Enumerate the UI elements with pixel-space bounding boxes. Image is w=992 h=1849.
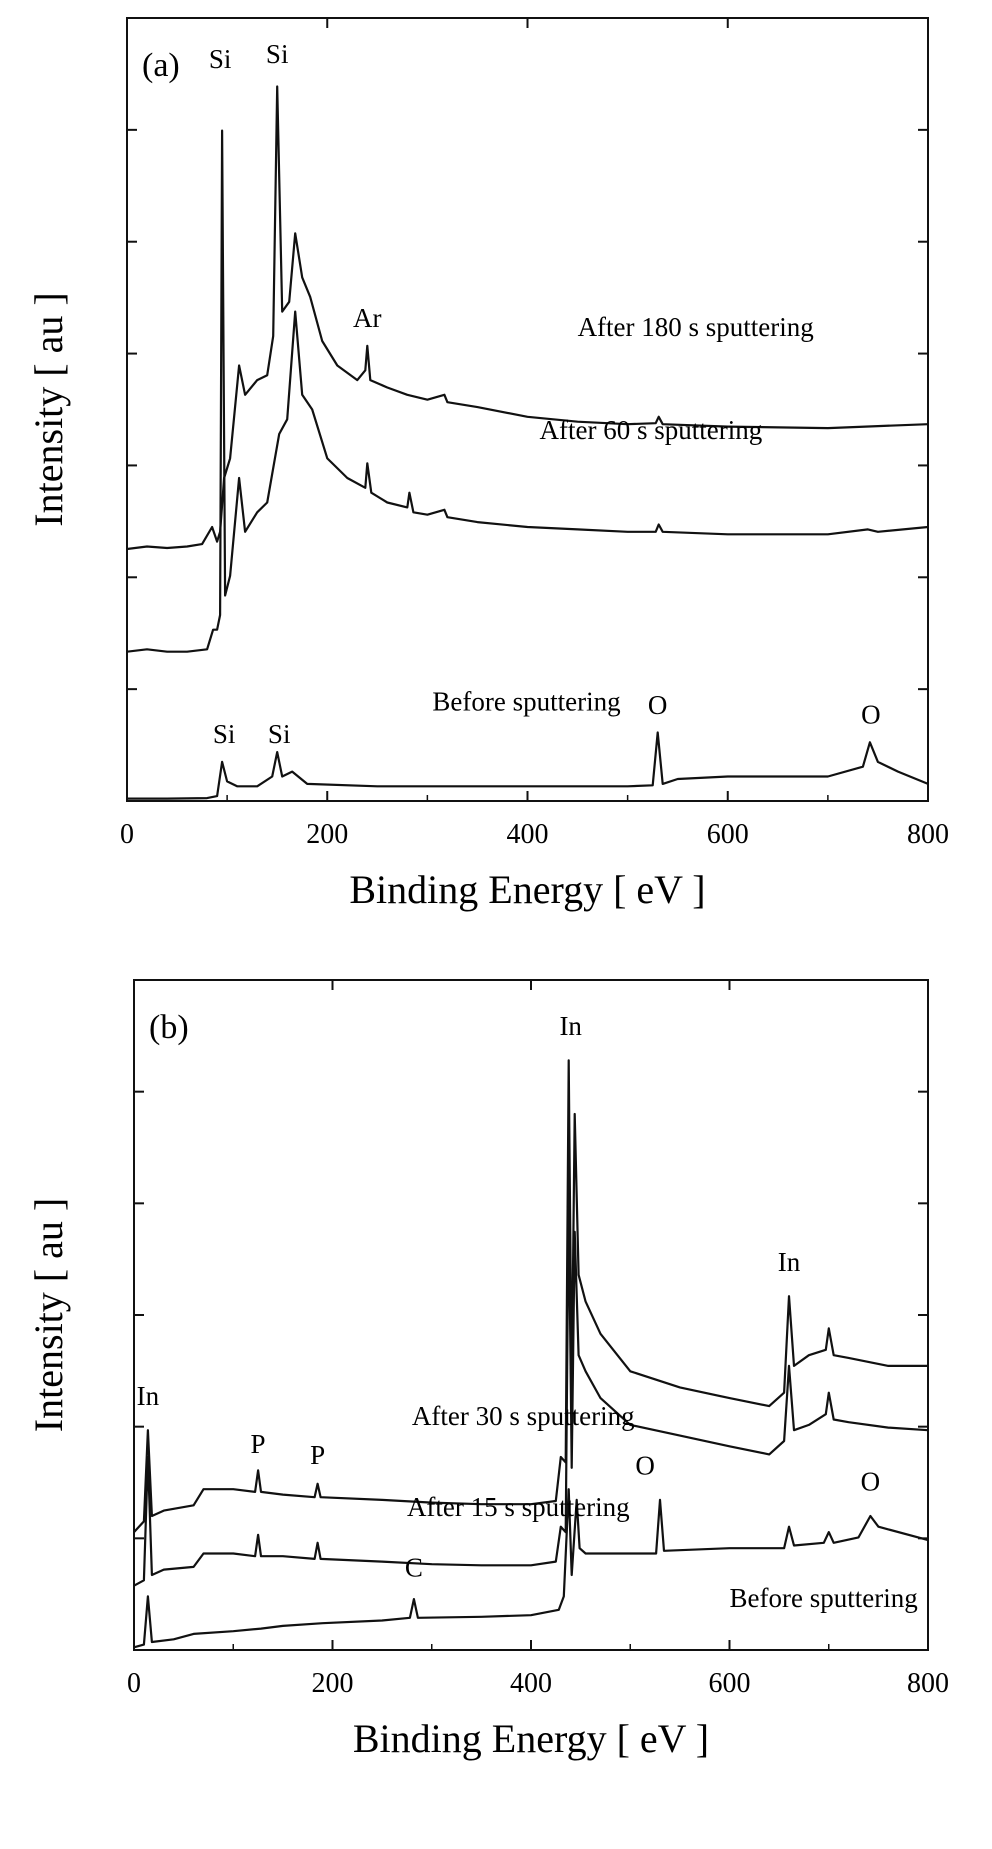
spectrum-line-2 xyxy=(133,1488,929,1649)
x-tick-label: 200 xyxy=(312,1668,354,1699)
peak-label: Ar xyxy=(353,303,382,333)
peak-label: O xyxy=(861,1467,881,1497)
curve-label: Before sputtering xyxy=(730,1583,918,1613)
y-axis-title: Intensity [ au ] xyxy=(26,292,71,526)
peak-label: O xyxy=(648,690,668,720)
curve-label: After 60 s sputtering xyxy=(540,415,763,445)
x-tick-label: 800 xyxy=(907,1668,949,1699)
plot-frame xyxy=(126,17,929,802)
peak-label: Si xyxy=(209,44,232,74)
spectrum-line-1 xyxy=(126,129,929,653)
peak-label: Si xyxy=(266,39,289,69)
plot-frame xyxy=(133,979,929,1651)
x-axis-title: Binding Energy [ eV ] xyxy=(353,1716,709,1761)
x-tick-label: 0 xyxy=(127,1668,141,1699)
spectrum-line-2 xyxy=(127,731,929,800)
x-tick-label: 800 xyxy=(907,819,949,850)
curve-label: Before sputtering xyxy=(432,686,620,716)
peak-label: Si xyxy=(268,719,291,749)
peak-label: P xyxy=(310,1440,325,1470)
peak-label: In xyxy=(137,1381,160,1411)
peak-label: P xyxy=(251,1429,266,1459)
chart-panel-b: 0 200 400 600 800 Binding Energy [ eV ] Intens… xyxy=(26,979,949,1761)
peak-label: Si xyxy=(213,719,236,749)
x-tick-label: 200 xyxy=(306,819,348,850)
x-tick-label: 400 xyxy=(510,1668,552,1699)
x-axis-title: Binding Energy [ eV ] xyxy=(349,867,705,912)
peak-label: O xyxy=(635,1450,655,1480)
curve-label: After 15 s sputtering xyxy=(407,1492,630,1522)
x-tick-label: 400 xyxy=(507,819,549,850)
x-tick-label: 600 xyxy=(709,1668,751,1699)
peak-label: C xyxy=(405,1552,423,1582)
peak-label: O xyxy=(861,700,881,730)
chart-panel-a: 0 200 400 600 800 Binding Energy [ eV ] Intens… xyxy=(26,17,949,912)
peak-label: In xyxy=(778,1247,801,1277)
peak-label: In xyxy=(559,1011,582,1041)
y-axis-title: Intensity [ au ] xyxy=(26,1198,71,1432)
curve-label: After 30 s sputtering xyxy=(412,1401,635,1431)
panel-label: (b) xyxy=(149,1009,189,1046)
spectrum-line-0 xyxy=(133,1059,928,1533)
panel-label: (a) xyxy=(142,47,180,84)
spectrum-line-1 xyxy=(133,1193,929,1587)
x-tick-label: 0 xyxy=(120,819,134,850)
x-tick-label: 600 xyxy=(707,819,749,850)
curve-label: After 180 s sputtering xyxy=(578,312,814,342)
